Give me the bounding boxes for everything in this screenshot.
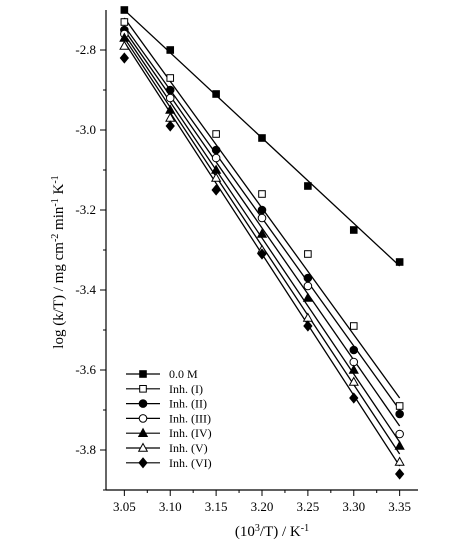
data-point-series-5 [302, 312, 314, 322]
x-tick-label: 3.05 [113, 499, 136, 514]
x-tick-label: 3.35 [388, 499, 411, 514]
x-tick-label: 3.15 [205, 499, 228, 514]
data-point-series-5 [348, 376, 359, 386]
legend-marker [138, 399, 148, 408]
fit-lines [123, 9, 401, 467]
data-point-series-4 [302, 292, 314, 302]
data-point-series-4 [256, 228, 268, 238]
data-point-series-6 [394, 468, 405, 480]
y-tick-label: -3.8 [75, 442, 96, 457]
legend-marker [137, 427, 149, 437]
y-tick-label: -3.0 [75, 122, 96, 137]
data-point-series-1 [258, 190, 266, 198]
data-point-series-0 [258, 134, 266, 142]
data-point-series-0 [166, 46, 175, 54]
data-point-series-0 [304, 182, 312, 190]
label-text: /T) / K [260, 524, 301, 540]
data-point-series-4 [348, 364, 359, 374]
label-text: min [51, 206, 67, 234]
data-point-series-1 [304, 250, 312, 258]
data-point-series-6 [303, 320, 313, 332]
data-point-series-5 [394, 456, 405, 466]
label-text: (10 [235, 524, 255, 540]
data-point-series-6 [211, 184, 221, 196]
data-point-series-0 [212, 90, 220, 98]
legend-label: Inh. (II) [169, 397, 207, 411]
data-point-series-3 [211, 153, 221, 163]
y-tick-label: -3.6 [75, 362, 96, 377]
y-axis-label: log (k/T) / mg cm-2 min-1 K-1 [50, 175, 68, 348]
legend-marker [138, 414, 148, 423]
y-tick-label: -3.2 [75, 202, 96, 217]
label-superscript: -1 [301, 523, 309, 534]
data-point-series-5 [210, 172, 222, 182]
legend-label: Inh. (III) [169, 411, 211, 425]
x-tick-label: 3.10 [159, 499, 182, 514]
y-tick-label: -2.8 [75, 42, 96, 57]
data-point-series-1 [395, 402, 404, 410]
data-point-series-1 [120, 18, 129, 26]
data-point-series-2 [211, 145, 221, 155]
data-point-series-0 [120, 6, 129, 14]
data-points [119, 6, 405, 480]
data-point-series-3 [303, 281, 313, 291]
x-tick-label: 3.30 [342, 499, 365, 514]
y-tick-label: -3.4 [75, 282, 96, 297]
data-point-series-1 [349, 322, 358, 330]
data-point-series-6 [257, 248, 267, 260]
label-text: log (k/T) / mg cm [51, 242, 67, 349]
data-point-series-4 [394, 440, 405, 450]
label-superscript: -1 [50, 175, 61, 183]
x-tick-label: 3.25 [297, 499, 320, 514]
legend-label: Inh. (I) [169, 382, 203, 396]
legend-label: 0.0 M [169, 367, 198, 381]
data-point-series-6 [165, 120, 175, 132]
legend-marker [139, 370, 147, 378]
data-point-series-3 [165, 93, 175, 103]
label-superscript: -1 [50, 198, 61, 206]
axes: 3.05 3.10 3.15 3.20 3.25 3.30 3.35 -2.8 -3.0 -3.2… [75, 10, 418, 514]
fit-line-series-4 [123, 33, 401, 443]
data-point-series-1 [166, 74, 175, 82]
data-point-series-2 [395, 409, 404, 419]
label-superscript: 3 [255, 523, 260, 534]
legend-label: Inh. (V) [169, 441, 208, 455]
legend-marker [137, 442, 149, 452]
data-point-series-1 [212, 130, 220, 138]
data-point-series-6 [119, 52, 130, 64]
data-point-series-0 [395, 258, 404, 266]
legend-marker [138, 457, 148, 469]
legend-label: Inh. (IV) [169, 426, 212, 440]
data-point-series-2 [165, 85, 175, 95]
data-point-series-2 [349, 345, 359, 355]
legend-marker [139, 385, 147, 393]
data-point-series-3 [395, 429, 404, 439]
label-superscript: -2 [50, 234, 61, 242]
x-axis-label: (103/T) / K-1 [235, 523, 309, 541]
data-point-series-5 [119, 40, 130, 50]
data-point-series-6 [349, 392, 359, 404]
data-point-series-2 [303, 273, 313, 283]
data-point-series-3 [257, 213, 267, 223]
label-text: K [51, 184, 67, 199]
data-point-series-2 [257, 205, 267, 215]
legend-label: Inh. (VI) [169, 456, 212, 470]
x-tick-label: 3.20 [251, 499, 274, 514]
data-point-series-0 [349, 226, 358, 234]
